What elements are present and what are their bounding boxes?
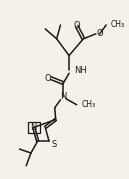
Text: NH: NH [74,66,87,75]
Text: N: N [60,92,67,101]
Text: N: N [31,123,37,132]
Text: O: O [45,74,51,83]
Text: O: O [97,29,103,38]
Text: CH₃: CH₃ [111,20,125,28]
Text: O: O [73,21,80,30]
Bar [28,122,40,133]
Text: S: S [51,140,56,149]
Text: CH₃: CH₃ [81,100,96,109]
